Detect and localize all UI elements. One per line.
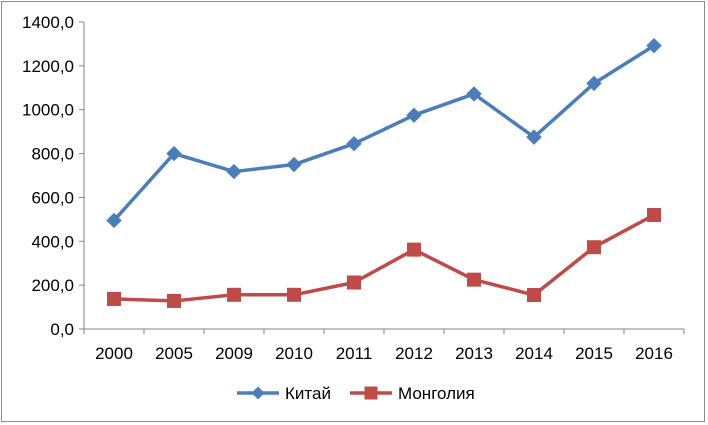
series-layer (106, 37, 662, 308)
data-point (166, 145, 182, 162)
data-point (167, 293, 181, 308)
legend-marker (251, 386, 265, 400)
x-tick-label: 2010 (275, 344, 313, 363)
series-1 (106, 37, 662, 229)
legend-item: Монголия (350, 384, 475, 403)
y-tick-label: 1400,0 (22, 13, 74, 32)
x-tick-label: 2000 (95, 344, 133, 363)
data-point (106, 212, 122, 229)
y-tick-label: 0,0 (50, 320, 74, 339)
data-point (406, 107, 422, 123)
data-point (407, 242, 421, 257)
legend-item: Китай (237, 384, 331, 403)
x-tick-label: 2009 (215, 344, 253, 363)
x-tick-label: 2016 (635, 344, 673, 363)
data-point (587, 240, 601, 255)
x-tick-label: 2005 (155, 344, 193, 363)
series-2 (107, 207, 661, 308)
data-point (586, 75, 602, 92)
x-tick-label: 2011 (336, 344, 373, 363)
data-point (286, 156, 302, 173)
data-point (107, 291, 121, 306)
series-line (113, 213, 655, 303)
y-tick-label: 1000,0 (22, 101, 74, 120)
data-point (647, 207, 661, 222)
legend: Китай Монголия (237, 384, 475, 403)
x-tick-label: 2014 (515, 344, 553, 363)
x-tick-label: 2013 (455, 344, 493, 363)
data-point (347, 275, 361, 290)
axes: 0,0 200,0 400,0 600,0 800,0 1000,0 1200,0 1400,… (22, 13, 685, 363)
data-point (346, 135, 362, 152)
data-point (527, 288, 541, 303)
y-tick-label: 1200,0 (22, 57, 74, 76)
y-tick-label: 400,0 (31, 232, 74, 251)
legend-marker (364, 386, 378, 400)
data-point (226, 163, 242, 180)
y-tick-label: 800,0 (31, 145, 74, 164)
data-point (466, 86, 482, 102)
y-tick-label: 200,0 (31, 276, 74, 295)
series-line (112, 44, 655, 222)
legend-label: Китай (285, 384, 331, 403)
legend-label: Монголия (398, 384, 475, 403)
data-point (646, 37, 662, 54)
data-point (227, 287, 241, 302)
data-point (467, 272, 481, 287)
y-tick-label: 600,0 (31, 188, 74, 207)
x-tick-label: 2012 (395, 344, 433, 363)
data-point (526, 129, 542, 145)
x-tick-label: 2015 (575, 344, 613, 363)
data-point (287, 287, 301, 302)
